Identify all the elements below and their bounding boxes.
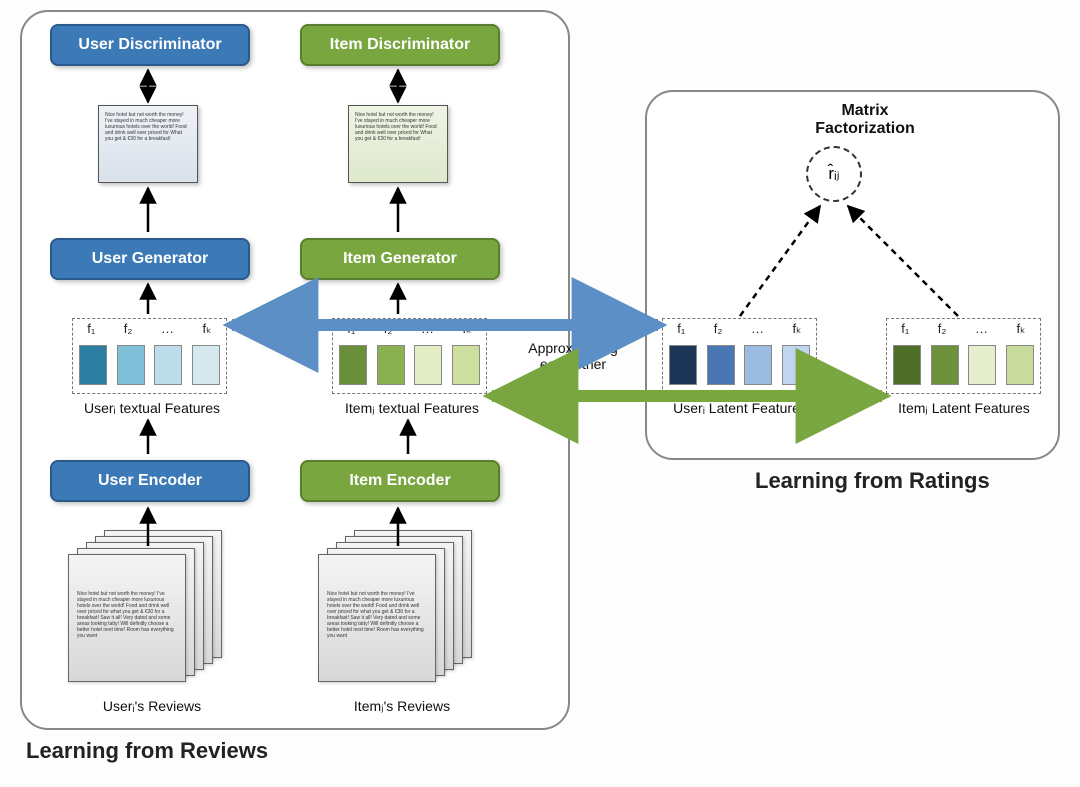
feature-label: f₂ — [124, 321, 133, 337]
stack-user-reviews: Nice hotel but not worth the money! I've… — [68, 530, 228, 690]
snippet-item-gen: Nice hotel but not worth the money! I've… — [349, 106, 447, 148]
label-rij: r̂ᵢⱼ — [828, 164, 839, 184]
feature-label: … — [421, 321, 434, 337]
feature-label: fₖ — [463, 321, 472, 337]
feature-cell — [669, 345, 697, 385]
features-user-textual: f₁ f₂ … fₖ — [72, 318, 227, 394]
block-user-generator: User Generator — [50, 238, 250, 280]
feature-label: f₁ — [677, 321, 685, 337]
feature-label: f₂ — [384, 321, 393, 337]
snippet-user-gen: Nice hotel but not worth the money! I've… — [99, 106, 197, 148]
feature-cell — [744, 345, 772, 385]
caption-user-textual: Userᵢ textual Features — [62, 400, 242, 416]
caption-user-reviews: Userᵢ's Reviews — [62, 698, 242, 714]
feature-cell — [377, 345, 405, 385]
feature-cell — [782, 345, 810, 385]
block-user-discriminator: User Discriminator — [50, 24, 250, 66]
feature-cell — [154, 345, 182, 385]
features-item-textual: f₁ f₂ … fₖ — [332, 318, 487, 394]
feature-cell — [931, 345, 959, 385]
feature-cell — [452, 345, 480, 385]
feature-cell — [893, 345, 921, 385]
feature-cell — [968, 345, 996, 385]
feature-label: fₖ — [203, 321, 212, 337]
feature-cell — [707, 345, 735, 385]
feature-cell — [1006, 345, 1034, 385]
feature-label: f₁ — [87, 321, 95, 337]
node-rij: r̂ᵢⱼ — [806, 146, 862, 202]
feature-label: f₂ — [938, 321, 947, 337]
feature-cell — [339, 345, 367, 385]
features-item-latent: f₁ f₂ … fₖ — [886, 318, 1041, 394]
caption-item-latent: Itemⱼ Latent Features — [874, 400, 1054, 417]
doc-generated-user: Nice hotel but not worth the money! I've… — [98, 105, 198, 183]
block-user-encoder: User Encoder — [50, 460, 250, 502]
caption-user-latent: Userᵢ Latent Features — [650, 400, 830, 416]
caption-item-textual: Itemⱼ textual Features — [322, 400, 502, 417]
feature-label: … — [975, 321, 988, 337]
feature-label: f₁ — [347, 321, 355, 337]
stack-item-reviews: Nice hotel but not worth the money! I've… — [318, 530, 478, 690]
caption-item-reviews: Itemⱼ's Reviews — [312, 698, 492, 715]
title-learning-reviews: Learning from Reviews — [26, 738, 268, 764]
feature-cell — [192, 345, 220, 385]
snippet-user-reviews: Nice hotel but not worth the money! I've… — [77, 591, 177, 639]
block-item-generator: Item Generator — [300, 238, 500, 280]
feature-label: … — [161, 321, 174, 337]
features-user-latent: f₁ f₂ … fₖ — [662, 318, 817, 394]
feature-cell — [414, 345, 442, 385]
block-item-encoder: Item Encoder — [300, 460, 500, 502]
feature-label: fₖ — [1017, 321, 1026, 337]
feature-label: fₖ — [793, 321, 802, 337]
title-learning-ratings: Learning from Ratings — [755, 468, 990, 494]
feature-label: f₂ — [714, 321, 723, 337]
doc-generated-item: Nice hotel but not worth the money! I've… — [348, 105, 448, 183]
heading-matrix-factorization: Matrix Factorization — [790, 102, 940, 138]
feature-label: f₁ — [901, 321, 909, 337]
snippet-item-reviews: Nice hotel but not worth the money! I've… — [327, 591, 427, 639]
feature-cell — [117, 345, 145, 385]
feature-label: … — [751, 321, 764, 337]
label-approximating: Approximating each other — [508, 340, 638, 372]
block-item-discriminator: Item Discriminator — [300, 24, 500, 66]
feature-cell — [79, 345, 107, 385]
